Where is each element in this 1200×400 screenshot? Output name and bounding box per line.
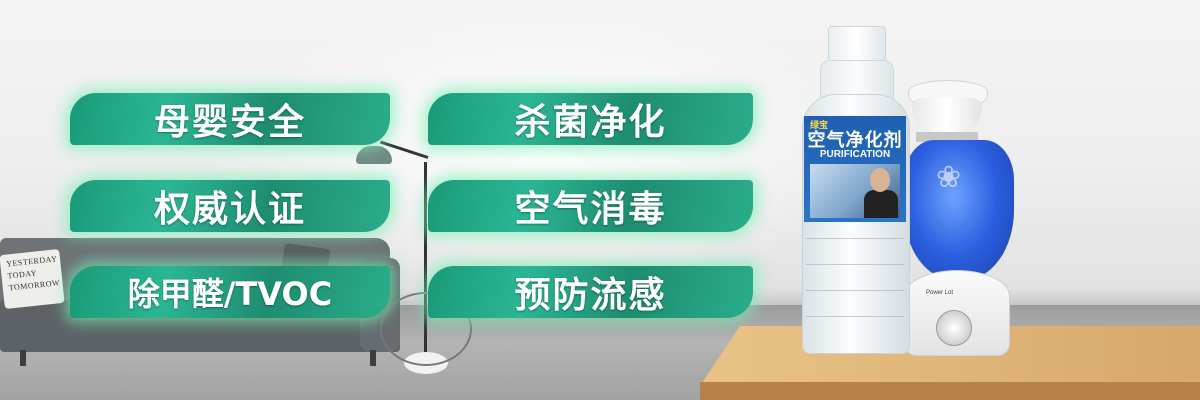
sofa-leg (370, 350, 376, 366)
humidifier-collar (916, 132, 978, 142)
feature-label-air-disinfect: 空气消毒 (428, 180, 753, 232)
label-photo (810, 164, 900, 218)
label-background (70, 180, 390, 232)
person-suit (864, 190, 898, 218)
bottle-rib (806, 290, 904, 291)
humidifier-tank (904, 140, 1014, 280)
label-background (70, 266, 390, 318)
bottle-rib (806, 316, 904, 317)
decor-ring (380, 292, 472, 366)
label-background (70, 93, 390, 145)
humidifier-tag: Power Lot (926, 290, 954, 296)
product-subtitle: PURIFICATION (819, 149, 891, 160)
bottle-label: 绿宝 空气净化剂 PURIFICATION (804, 116, 906, 222)
label-text: 母婴安全 (153, 102, 306, 143)
label-background (428, 93, 753, 145)
feature-label-maternal-safety: 母婴安全 (70, 93, 390, 145)
label-text: 权威认证 (153, 189, 306, 230)
humidifier-knob (936, 310, 972, 346)
lamp-pole (424, 162, 427, 358)
printed-pillow: YESTERDAY TODAY TOMORROW (0, 249, 65, 309)
feature-label-sterilize: 杀菌净化 (428, 93, 753, 145)
label-text: 杀菌净化 (514, 102, 667, 143)
humidifier: ❀ Power Lot (900, 80, 1020, 360)
product-title: 空气净化剂 (807, 130, 903, 151)
label-text: 预防流感 (514, 275, 667, 316)
pillow-text: YESTERDAY TODAY TOMORROW (6, 253, 61, 294)
table-edge (700, 382, 1200, 400)
label-background (428, 266, 753, 318)
bottle-rib (806, 264, 904, 265)
feature-label-flu-prevention: 预防流感 (428, 266, 753, 318)
humidifier-dome (912, 98, 982, 136)
label-text: 空气消毒 (514, 189, 667, 230)
bottle-rib (806, 238, 904, 239)
brand-logo: 绿宝 (810, 121, 829, 131)
purifier-bottle: 绿宝 空气净化剂 PURIFICATION (800, 26, 910, 354)
label-text: 除甲醛/TVOC (127, 275, 333, 313)
sofa-leg (20, 350, 26, 366)
flower-pattern-icon: ❀ (936, 160, 962, 195)
feature-label-certified: 权威认证 (70, 180, 390, 232)
bottle-cap (828, 26, 886, 62)
person-face (870, 168, 890, 192)
lamp-head (356, 146, 392, 164)
label-background (428, 180, 753, 232)
feature-label-formaldehyde: 除甲醛/TVOC (70, 266, 390, 318)
